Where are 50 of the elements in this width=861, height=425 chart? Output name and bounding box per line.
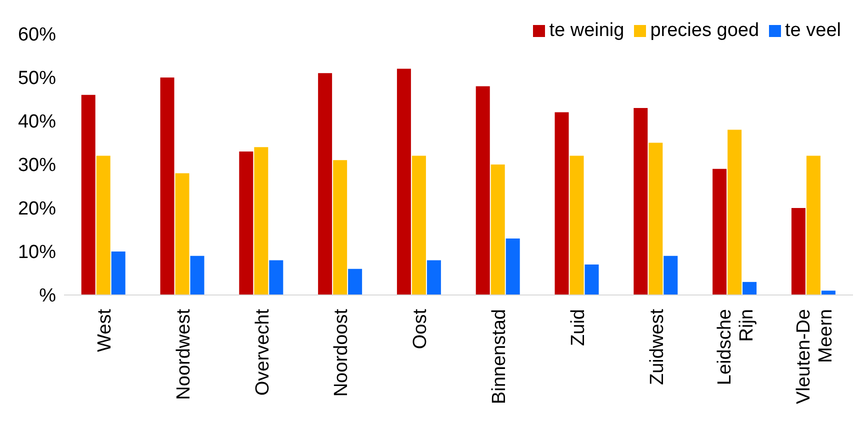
bar — [239, 151, 254, 295]
bar — [426, 260, 441, 295]
bar — [648, 142, 663, 295]
y-tick-label: 10% — [18, 242, 56, 264]
bar — [728, 130, 742, 295]
x-tick-label: Noordwest — [173, 308, 194, 400]
y-tick-label: 50% — [18, 68, 56, 90]
y-tick-label: % — [39, 286, 56, 307]
bar — [111, 252, 126, 295]
bar — [160, 78, 174, 295]
bar — [554, 112, 569, 295]
bar — [821, 290, 836, 295]
y-tick-label: 40% — [18, 112, 56, 133]
x-tick-label: Binnenstad — [488, 309, 510, 404]
bar — [791, 208, 806, 295]
bar — [190, 256, 204, 295]
x-tick-label: Overvecht — [252, 308, 274, 396]
bar — [806, 156, 820, 295]
legend-label: te weinig — [549, 20, 624, 41]
bar — [175, 173, 190, 295]
x-tick-label: Leidsche Rijn — [714, 309, 758, 386]
legend-label: te veel — [785, 20, 841, 41]
x-tick-label: West — [94, 308, 116, 352]
legend-label: precies goed — [650, 20, 760, 41]
x-tick-label: Zuidwest — [646, 308, 668, 386]
y-tick-label: 30% — [18, 155, 56, 176]
bar — [634, 108, 648, 295]
bar — [742, 282, 757, 295]
bar — [476, 86, 490, 295]
x-tick-label: Oost — [410, 308, 432, 350]
bar — [664, 256, 678, 295]
bar — [96, 156, 110, 295]
x-tick-label: Noordoost — [331, 308, 352, 397]
bar — [584, 264, 599, 295]
bar — [490, 164, 505, 295]
bar — [712, 168, 727, 295]
x-tick-label: Vleuten-De Meern — [794, 309, 837, 404]
bar — [318, 73, 332, 295]
bar — [333, 160, 348, 295]
bar — [254, 147, 268, 295]
bar — [396, 68, 411, 295]
bar — [348, 268, 362, 295]
bar — [81, 94, 96, 295]
bar — [570, 156, 584, 295]
y-tick-label: 60% — [18, 24, 56, 46]
bar — [269, 260, 284, 295]
y-tick-label: 20% — [18, 198, 56, 220]
x-tick-label: Zuid — [568, 309, 589, 346]
bar — [412, 156, 426, 295]
bar — [506, 238, 520, 295]
